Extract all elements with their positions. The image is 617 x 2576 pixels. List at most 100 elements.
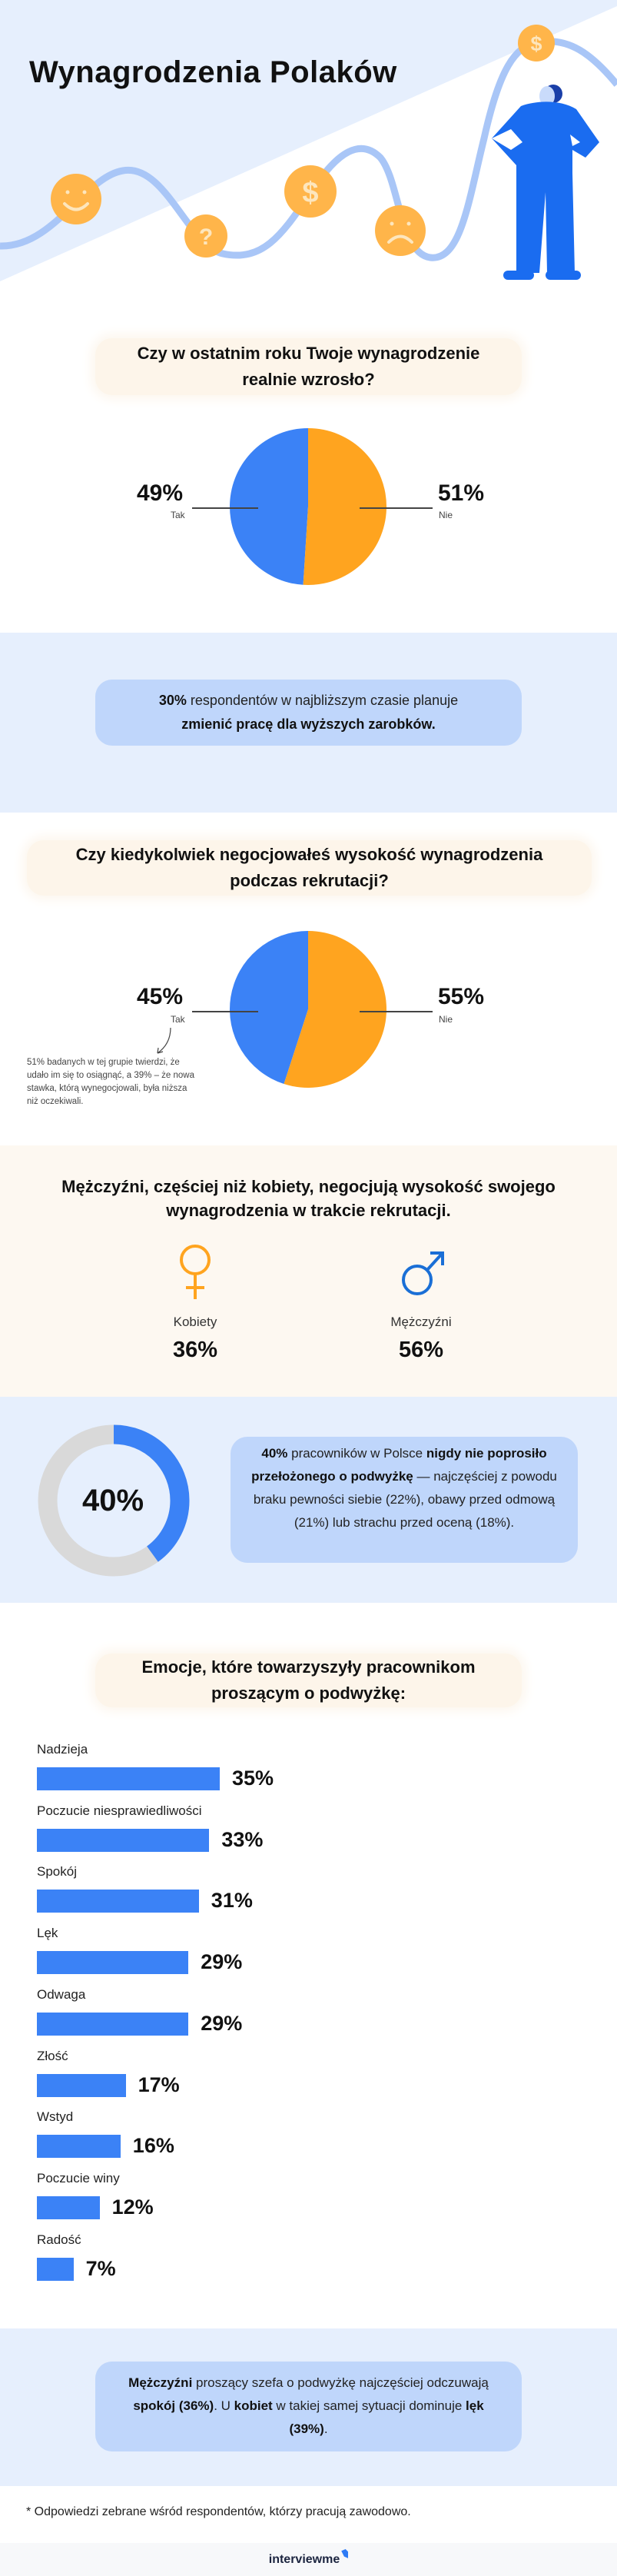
male-label: Mężczyźni bbox=[390, 1315, 452, 1329]
pie1-tak-leader bbox=[192, 507, 258, 509]
female-symbol-icon bbox=[180, 1245, 211, 1299]
bar-value-label: 17% bbox=[138, 2072, 180, 2096]
male-symbol-icon bbox=[402, 1251, 444, 1295]
emotions-title: Emocje, które towarzyszyły pracownikom p… bbox=[95, 1654, 522, 1707]
footer: interviewme bbox=[0, 2543, 617, 2576]
pie2-tak-leader bbox=[192, 1011, 258, 1012]
emotions-title-text: Emocje, które towarzyszyły pracownikom p… bbox=[141, 1657, 476, 1703]
bar-label: Wstyd bbox=[37, 2109, 74, 2125]
wave-line bbox=[0, 38, 617, 261]
pie1-tak-value: 49% bbox=[137, 480, 184, 506]
bar bbox=[37, 1951, 189, 1975]
question-2-title: Czy kiedykolwiek negocjowałeś wysokość w… bbox=[27, 840, 592, 896]
pie2-tak-value: 45% bbox=[137, 984, 184, 1009]
info2-b1: Mężczyźni bbox=[128, 2375, 193, 2390]
donut-fill bbox=[38, 1424, 190, 1577]
bar-label: Poczucie winy bbox=[37, 2170, 120, 2185]
donut-chart bbox=[38, 1424, 190, 1577]
bar-value-label: 29% bbox=[201, 1950, 243, 1974]
never-text-2: — najczęściej z powodu braku pewności si… bbox=[253, 1469, 557, 1530]
bar-label: Spokój bbox=[37, 1864, 77, 1880]
gender-section bbox=[0, 1145, 617, 1397]
pie1-tak-label: Tak bbox=[171, 510, 185, 520]
info1-text: respondentów w najbliższym czasie planuj… bbox=[186, 693, 459, 708]
info1-highlight-2: zmienić pracę dla wyższych zarobków. bbox=[181, 716, 436, 732]
bar-value-label: 35% bbox=[232, 1767, 274, 1790]
never-highlight-1: 40% bbox=[261, 1446, 288, 1461]
svg-text:$: $ bbox=[530, 32, 542, 55]
pie-chart-1 bbox=[230, 428, 387, 585]
curved-arrow-icon bbox=[157, 1027, 171, 1054]
bar bbox=[37, 2135, 121, 2159]
bar-value-label: 29% bbox=[201, 2011, 243, 2035]
bar-value-label: 31% bbox=[211, 1889, 253, 1913]
female-value: 36% bbox=[172, 1338, 218, 1362]
bar-label: Nadzieja bbox=[37, 1742, 88, 1757]
pie2-nie-value: 55% bbox=[438, 984, 485, 1009]
never-highlight-2: nigdy nie poprosiło przełożonego o podwy… bbox=[251, 1446, 547, 1484]
bar-value-label: 7% bbox=[85, 2256, 116, 2280]
info2-b2: spokój (36%) bbox=[133, 2398, 214, 2413]
male-value: 56% bbox=[398, 1338, 444, 1362]
bar bbox=[37, 2195, 100, 2219]
sad-coin-icon bbox=[375, 205, 426, 256]
page-title: Wynagrodzenia Polaków bbox=[29, 55, 397, 89]
info-box-2: Mężczyźni proszący szefa o podwyżkę najc… bbox=[95, 2362, 522, 2451]
dollar-coin-icon: $ bbox=[284, 165, 337, 218]
donut-center-value: 40% bbox=[81, 1484, 144, 1517]
info2-t1: proszący szefa o podwyżkę najczęściej od… bbox=[192, 2375, 489, 2390]
pie1-nie-leader bbox=[360, 507, 433, 509]
info2-t2: . U bbox=[214, 2398, 234, 2413]
info-box-1: 30% respondentów w najbliższym czasie pl… bbox=[95, 680, 522, 746]
pie-slice-tak bbox=[230, 428, 308, 585]
bar-label: Lęk bbox=[37, 1926, 58, 1941]
person-illustration bbox=[492, 85, 599, 280]
bar-label: Poczucie niesprawiedliwości bbox=[37, 1803, 202, 1818]
pie2-nie-leader bbox=[360, 1011, 433, 1012]
bar bbox=[37, 1890, 199, 1913]
info2-t4: . bbox=[323, 2421, 328, 2436]
pie-chart-2 bbox=[230, 931, 386, 1088]
bar bbox=[37, 1828, 210, 1852]
gender-title: Mężczyźni, częściej niż kobiety, negocju… bbox=[61, 1177, 556, 1220]
pie-slice-nie bbox=[303, 428, 387, 585]
pie2-tak-label: Tak bbox=[171, 1014, 185, 1025]
smiley-coin-icon bbox=[51, 174, 101, 224]
bar-label: Złość bbox=[37, 2048, 68, 2063]
footnote: * Odpowiedzi zebrane wśród respondentów,… bbox=[26, 2505, 411, 2518]
question-1-title: Czy w ostatnim roku Twoje wynagrodzenie … bbox=[95, 338, 522, 395]
info1-highlight: 30% bbox=[158, 693, 187, 708]
pie2-note: 51% badanych w tej grupie twierdzi, że u… bbox=[27, 1058, 194, 1106]
pie2-nie-label: Nie bbox=[439, 1014, 453, 1025]
info2-b4: lęk (39%) bbox=[289, 2398, 484, 2436]
question-2-text: Czy kiedykolwiek negocjowałeś wysokość w… bbox=[75, 845, 543, 890]
bar-value-label: 16% bbox=[132, 2134, 174, 2158]
question-1-text: Czy w ostatnim roku Twoje wynagrodzenie … bbox=[137, 344, 480, 389]
bar-label: Odwaga bbox=[37, 1986, 86, 2002]
bar bbox=[37, 2257, 74, 2281]
never-text-1: pracowników w Polsce bbox=[287, 1446, 426, 1461]
svg-text:$: $ bbox=[302, 177, 318, 209]
info2-b3: kobiet bbox=[234, 2398, 273, 2413]
bar bbox=[37, 2073, 126, 2097]
bar-value-label: 12% bbox=[111, 2195, 154, 2219]
bar bbox=[37, 1767, 220, 1790]
svg-text:?: ? bbox=[199, 224, 213, 250]
info2-t3: w takiej samej sytuacji dominuje bbox=[272, 2398, 466, 2413]
info-box-never-asked: 40% pracowników w Polsce nigdy nie popro… bbox=[231, 1437, 578, 1563]
bar-label: Radość bbox=[37, 2232, 81, 2247]
header-bg-shape bbox=[0, 0, 617, 281]
logo-mark-icon bbox=[341, 2549, 349, 2558]
pie1-nie-value: 51% bbox=[438, 480, 485, 506]
female-label: Kobiety bbox=[173, 1315, 217, 1329]
bar-value-label: 33% bbox=[221, 1827, 264, 1851]
interviewme-logo[interactable]: interviewme bbox=[268, 2553, 340, 2566]
pie-slice-tak bbox=[230, 931, 308, 1085]
dollar-coin-icon: $ bbox=[518, 25, 555, 61]
pie1-nie-label: Nie bbox=[439, 510, 453, 520]
pie-slice-nie bbox=[284, 931, 386, 1088]
question-coin-icon: ? bbox=[184, 214, 227, 258]
bar bbox=[37, 2012, 189, 2036]
header-banner: ? $ $ Wynagrodzenia Polaków bbox=[0, 0, 617, 281]
header-illustration: ? $ $ bbox=[0, 0, 617, 281]
